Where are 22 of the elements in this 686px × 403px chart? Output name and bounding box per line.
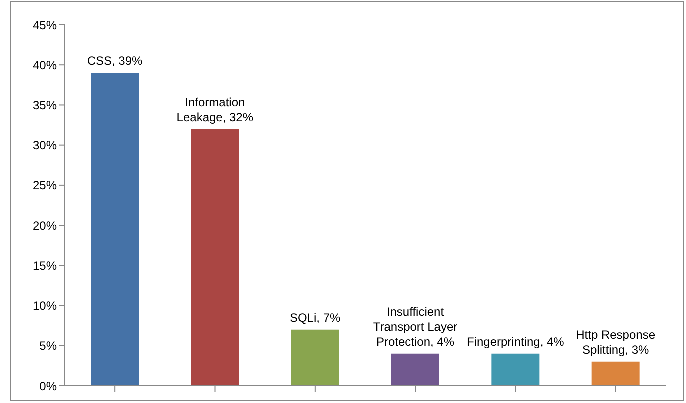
y-tick-label: 15% [32,258,58,273]
data-label: SQLi, 7% [290,310,341,325]
y-tick-label: 30% [32,138,58,153]
bar [291,330,340,386]
y-tick-label: 35% [32,98,58,112]
y-tick-label: 25% [32,178,58,193]
y-tick-label: 40% [32,58,58,72]
bar [592,362,640,386]
data-label: CSS, 39% [87,54,144,68]
data-label: Fingerprinting, 4% [466,334,565,349]
data-label: Http Response Splitting, 3% [576,328,656,357]
bar [91,73,139,386]
bar [191,129,240,386]
data-label: Information Leakage, 32% [176,95,254,124]
y-tick-label: 5% [40,339,58,354]
y-tick-label: 0% [40,379,58,394]
data-label: Insufficient Transport Layer Protection, 4% [373,304,458,349]
y-tick-label: 10% [32,299,58,314]
y-tick-label: 45% [32,18,58,32]
y-tick-label: 20% [32,218,58,233]
bar [492,354,540,386]
bar [392,354,440,386]
